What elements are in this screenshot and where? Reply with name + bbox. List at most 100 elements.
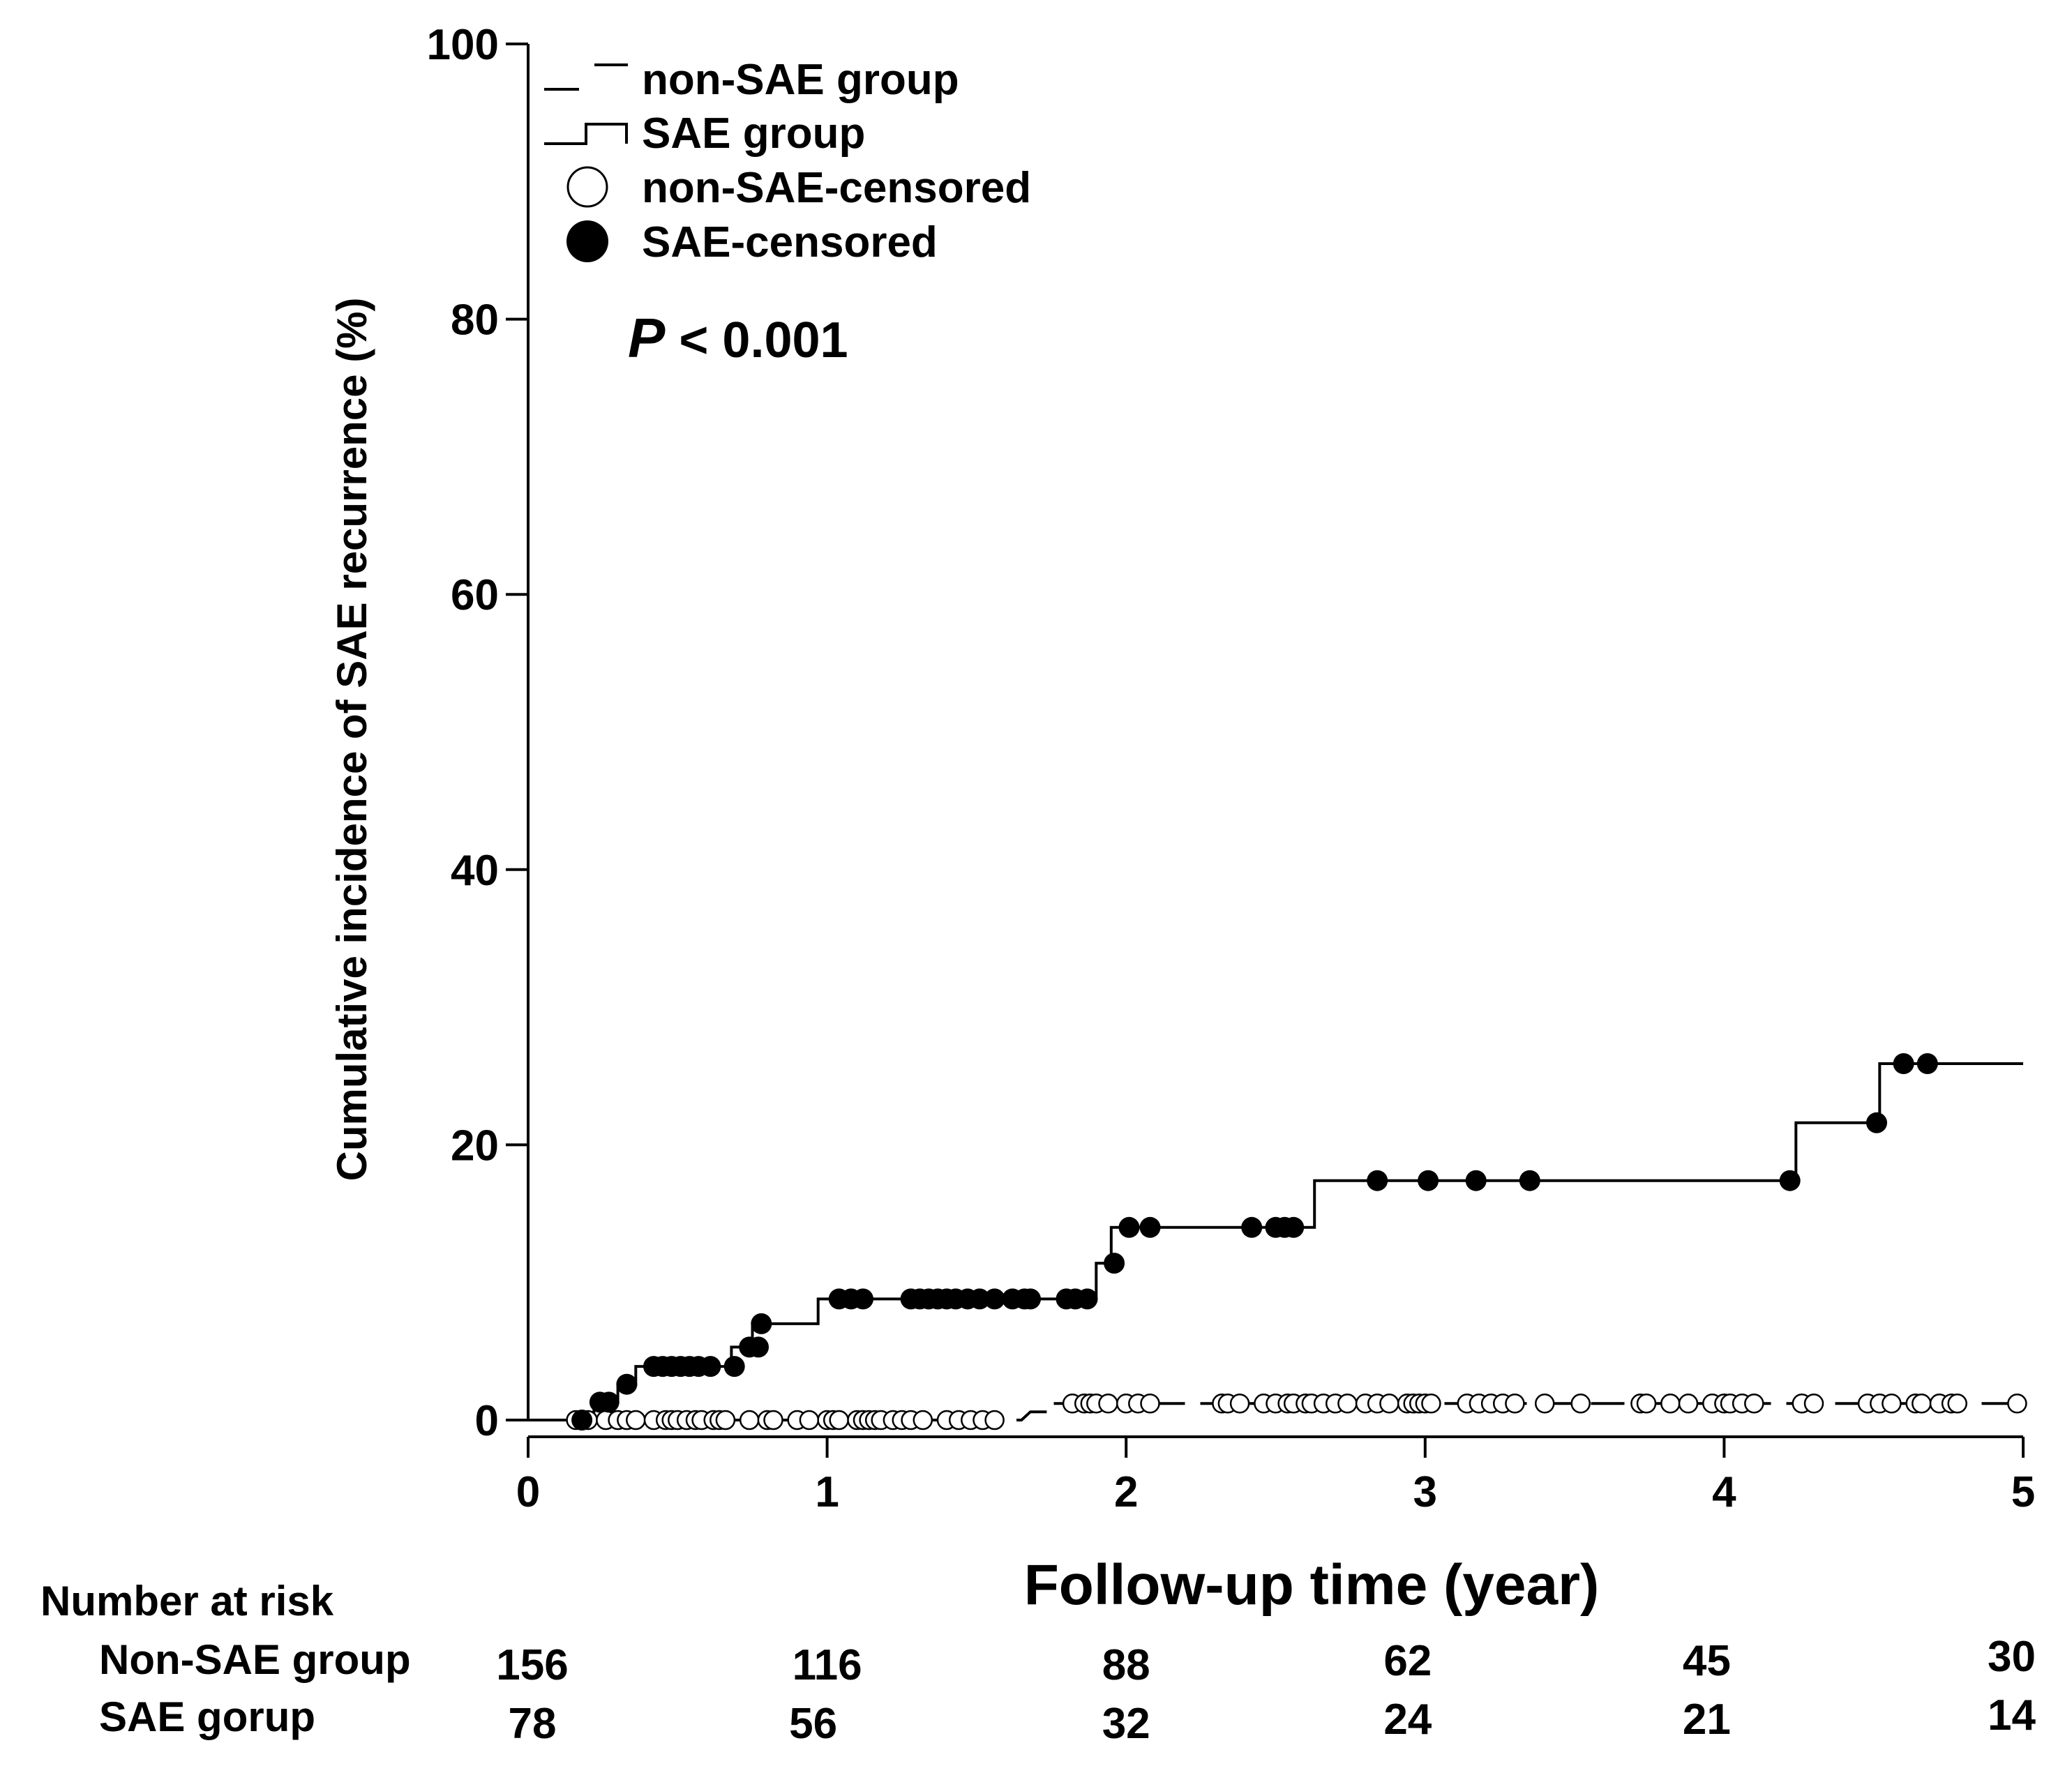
non-sae-censored-marker	[1534, 1394, 1555, 1414]
filled-circle-icon	[566, 220, 608, 262]
risk-value: 45	[1683, 1637, 1731, 1685]
non-sae-censored-marker	[829, 1410, 849, 1431]
non-sae-censored-marker	[1636, 1394, 1657, 1414]
y-tick-label: 100	[427, 21, 499, 69]
x-tick-label: 4	[1712, 1468, 1736, 1516]
sae-censored-marker	[700, 1356, 721, 1378]
risk-value: 116	[793, 1641, 862, 1689]
sae-censored-marker	[1367, 1170, 1388, 1191]
axes	[527, 44, 2023, 1438]
sae-censored-marker	[1465, 1170, 1487, 1191]
sae-censored-marker	[1779, 1170, 1801, 1191]
non-sae-censored-marker	[1570, 1394, 1591, 1414]
risk-value: 24	[1383, 1696, 1432, 1744]
risk-value: 14	[1988, 1691, 2036, 1739]
y-tick-label: 80	[451, 296, 499, 345]
non-sae-censored-marker	[799, 1410, 820, 1431]
non-sae-censored-marker	[2007, 1394, 2027, 1414]
non-sae-censored-marker	[1803, 1394, 1824, 1414]
sae-censored-marker	[1118, 1216, 1140, 1238]
risk-value: 88	[1102, 1641, 1150, 1689]
non-sae-censored-marker	[1882, 1394, 1902, 1414]
p-value-text: < 0.001	[665, 312, 848, 368]
sae-censored-marker	[598, 1391, 620, 1413]
x-tick-label: 2	[1114, 1468, 1138, 1516]
sae-censored-marker	[751, 1313, 772, 1334]
sae-censored-marker	[984, 1288, 1005, 1310]
risk-row-label-sae: SAE gorup	[99, 1693, 315, 1740]
non-sae-censored-marker	[1947, 1394, 1967, 1414]
legend-item-sae-group: SAE group	[544, 110, 865, 158]
open-circle-icon	[566, 166, 608, 208]
risk-row-label-non-sae: Non-SAE group	[99, 1636, 411, 1683]
non-sae-censored-marker	[715, 1410, 736, 1431]
x-tick-label: 1	[815, 1468, 839, 1516]
x-tick-label: 0	[516, 1468, 540, 1516]
x-axis-label: Follow-up time (year)	[1024, 1553, 1600, 1617]
sae-censored-marker	[1519, 1170, 1540, 1191]
x-tick-label: 3	[1413, 1468, 1437, 1516]
non-sae-censored-marker	[1678, 1394, 1699, 1414]
risk-value: 62	[1383, 1637, 1432, 1685]
p-value-annotation: P < 0.001	[628, 307, 848, 369]
non-sae-censored-marker	[1421, 1394, 1441, 1414]
non-sae-censored-marker	[984, 1410, 1005, 1431]
sae-censored-marker	[1893, 1053, 1914, 1074]
sae-censored-marker	[748, 1336, 769, 1358]
non-sae-censored-marker	[739, 1410, 760, 1431]
y-tick-label: 60	[451, 571, 499, 619]
legend-label: non-SAE-censored	[642, 164, 1031, 212]
sae-censored-marker	[853, 1288, 873, 1310]
y-axis-label: Cumulative incidence of SAE recurrence (…	[329, 297, 375, 1181]
risk-values: 156 116 88 62 45 30 78 56 32 24 21 14	[496, 1633, 2036, 1748]
y-tick-label: 40	[451, 847, 499, 895]
risk-table-title: Number at risk	[40, 1578, 334, 1624]
legend-item-non-sae-group: non-SAE group	[544, 56, 959, 104]
sae-censored-marker	[1020, 1288, 1041, 1310]
legend-item-sae-censored: SAE-censored	[566, 218, 938, 266]
y-tick-label: 0	[475, 1397, 499, 1445]
sae-censored-marker	[616, 1373, 638, 1395]
x-ticks: 0 1 2 3 4 5	[516, 1437, 2035, 1516]
risk-value: 156	[496, 1641, 568, 1689]
non-sae-censored-marker	[626, 1410, 646, 1431]
sae-censored-marker	[571, 1410, 593, 1431]
non-sae-censored-marker	[763, 1410, 783, 1431]
y-tick-label: 20	[451, 1122, 499, 1170]
non-sae-censored-marker	[1505, 1394, 1525, 1414]
sae-group-curve	[528, 1062, 2023, 1421]
risk-value: 32	[1102, 1700, 1150, 1748]
non-sae-censored-marker	[913, 1410, 933, 1431]
sae-censored-marker	[723, 1356, 745, 1378]
risk-value: 21	[1683, 1696, 1731, 1744]
non-sae-censored-marker	[1379, 1394, 1399, 1414]
legend-item-non-sae-censored: non-SAE-censored	[566, 164, 1031, 212]
non-sae-censored-marker	[1140, 1394, 1160, 1414]
risk-value: 78	[509, 1700, 557, 1748]
sae-censored-marker	[1418, 1170, 1439, 1191]
legend-label: SAE group	[642, 110, 865, 158]
censor-layer	[566, 1053, 2027, 1431]
sae-censored-marker	[969, 1288, 991, 1310]
sae-censored-marker	[1916, 1053, 1938, 1074]
non-sae-censored-marker	[1098, 1394, 1118, 1414]
legend: non-SAE group SAE group non-SAE-censored…	[544, 56, 1031, 266]
series-layer	[528, 1062, 2023, 1421]
y-ticks: 0 20 40 60 80 100	[427, 21, 528, 1445]
sae-censored-marker	[1283, 1216, 1305, 1238]
risk-value: 30	[1988, 1633, 2036, 1681]
legend-label: non-SAE group	[642, 56, 959, 104]
legend-label: SAE-censored	[642, 218, 938, 266]
x-tick-label: 5	[2011, 1468, 2035, 1516]
risk-value: 56	[789, 1700, 837, 1748]
legend-step-icon	[544, 123, 628, 145]
non-sae-censored-marker	[1229, 1394, 1250, 1414]
sae-censored-marker	[1139, 1216, 1161, 1238]
risk-table: Number at risk Non-SAE group SAE gorup 1…	[40, 1578, 2036, 1748]
sae-censored-marker	[1076, 1288, 1098, 1310]
non-sae-censored-marker	[1660, 1394, 1681, 1414]
p-symbol: P	[628, 307, 666, 369]
sae-censored-marker	[1866, 1112, 1887, 1133]
sae-censored-marker	[1241, 1216, 1263, 1238]
